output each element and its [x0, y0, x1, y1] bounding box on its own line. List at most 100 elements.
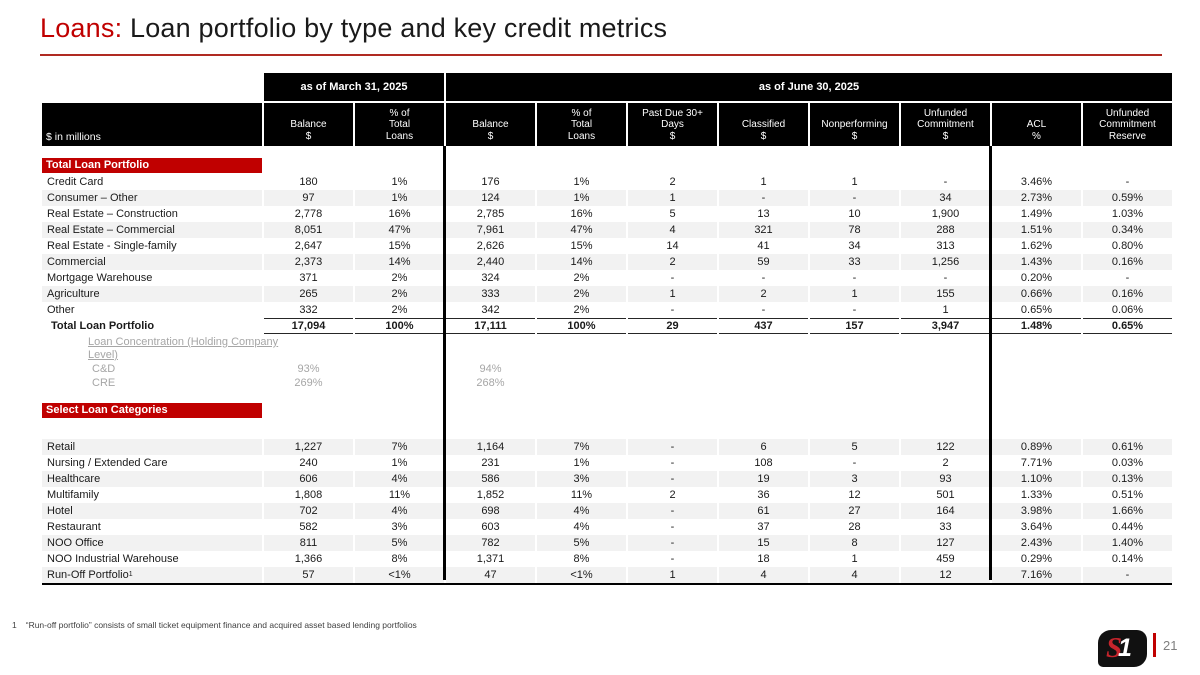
cell	[810, 362, 899, 376]
cell: 8%	[355, 551, 444, 567]
footnote-text: “Run-off portfolio” consists of small ti…	[25, 620, 417, 630]
cell: 2,647	[264, 238, 353, 254]
cell	[628, 376, 717, 390]
table-row: Restaurant 582 3% 603 4% -37 28 33 3.64% 0.44%	[42, 519, 1172, 535]
cell: 269%	[264, 376, 353, 390]
table-row: Agriculture 265 2% 333 2% 1 2 1 155 0.66% 0.16%	[42, 286, 1172, 302]
column-header-row: $ in millions Balance $ % of Total Loans…	[42, 103, 1172, 146]
cell: 47%	[537, 222, 626, 238]
cell: 1,852	[446, 487, 535, 503]
row-label: Commercial	[42, 254, 262, 270]
company-logo-icon: S 1	[1098, 630, 1147, 667]
cell: 108	[719, 455, 808, 471]
cell: 1%	[537, 190, 626, 206]
cell: -	[901, 174, 990, 190]
cell: 1	[628, 190, 717, 206]
cell: 3	[810, 471, 899, 487]
cell: 124	[446, 190, 535, 206]
cell: 2%	[537, 270, 626, 286]
column-header-past-due: Past Due 30+ Days $	[628, 103, 717, 146]
cell: 3,947	[901, 318, 990, 334]
cell: -	[628, 270, 717, 286]
cell: 1,366	[264, 551, 353, 567]
row-label: CRE	[42, 376, 262, 390]
cell: 288	[901, 222, 990, 238]
cell: 3.98%	[992, 503, 1081, 519]
cell: 17,094	[264, 318, 353, 334]
cell: 342	[446, 302, 535, 318]
cell: 0.59%	[1083, 190, 1172, 206]
cell: 16%	[537, 206, 626, 222]
cell: 6	[719, 439, 808, 455]
cell: -	[628, 439, 717, 455]
row-label: Retail	[42, 439, 262, 455]
cell: 5%	[537, 535, 626, 551]
row-label: C&D	[42, 362, 262, 376]
cell: 459	[901, 551, 990, 567]
cell: 0.80%	[1083, 238, 1172, 254]
cell: 0.29%	[992, 551, 1081, 567]
cell: 34	[810, 238, 899, 254]
cell	[628, 362, 717, 376]
cell: 606	[264, 471, 353, 487]
cell: 155	[901, 286, 990, 302]
cell	[810, 376, 899, 390]
cell: 12	[901, 567, 990, 583]
cell: -	[719, 270, 808, 286]
footnote-marker: 1	[12, 620, 17, 630]
cell: -	[628, 535, 717, 551]
cell: 15%	[355, 238, 444, 254]
cell: 93%	[264, 362, 353, 376]
column-header-pct-june: % of Total Loans	[537, 103, 626, 146]
cell: 2	[719, 286, 808, 302]
page-title-rest: Loan portfolio by type and key credit me…	[122, 13, 668, 43]
row-label: Real Estate - Single-family	[42, 238, 262, 254]
cell: 17,111	[446, 318, 535, 334]
cell: 1	[628, 286, 717, 302]
cell: 698	[446, 503, 535, 519]
cell: 41	[719, 238, 808, 254]
table-row: Retail 1,227 7% 1,164 7% -6 5 122 0.89% 0.61%	[42, 439, 1172, 455]
cell: 1%	[537, 455, 626, 471]
cell: 0.44%	[1083, 519, 1172, 535]
cell: 1.10%	[992, 471, 1081, 487]
cell: 1%	[355, 174, 444, 190]
cell: 1.66%	[1083, 503, 1172, 519]
cell: -	[719, 302, 808, 318]
table-row: NOO Office 811 5% 782 5% -15 8 127 2.43% 1.40%	[42, 535, 1172, 551]
cell: 15	[719, 535, 808, 551]
cell: -	[810, 270, 899, 286]
cell: 57	[264, 567, 353, 583]
table-bottom-border	[42, 583, 1172, 585]
cell: 811	[264, 535, 353, 551]
cell: 3.64%	[992, 519, 1081, 535]
cell	[1083, 376, 1172, 390]
cell: 2	[628, 487, 717, 503]
column-header-unfunded-reserve: Unfunded Commitment Reserve	[1083, 103, 1172, 146]
footnote: 1 “Run-off portfolio” consists of small t…	[12, 620, 417, 630]
cell: 14	[628, 238, 717, 254]
row-label: Mortgage Warehouse	[42, 270, 262, 286]
cell	[355, 376, 444, 390]
cell: 1%	[355, 455, 444, 471]
cell: 702	[264, 503, 353, 519]
cell: 1	[810, 286, 899, 302]
cell: 37	[719, 519, 808, 535]
table-row: Nursing / Extended Care 240 1% 231 1% -108-2 7…	[42, 455, 1172, 471]
cell: 59	[719, 254, 808, 270]
cell: 501	[901, 487, 990, 503]
cell: 437	[719, 318, 808, 334]
cell	[355, 362, 444, 376]
cell: 78	[810, 222, 899, 238]
cell: 1	[901, 302, 990, 318]
cell: 100%	[537, 318, 626, 334]
cell: 47%	[355, 222, 444, 238]
cell: 3%	[537, 471, 626, 487]
row-label: Real Estate – Commercial	[42, 222, 262, 238]
cell: 1,227	[264, 439, 353, 455]
table-row: Credit Card 180 1% 176 1% 2 1 1-3.46% -	[42, 174, 1172, 190]
page-number-divider	[1153, 633, 1156, 657]
table-row: Hotel 702 4% 698 4% -61 27 164 3.98% 1.66%	[42, 503, 1172, 519]
cell: 0.14%	[1083, 551, 1172, 567]
cell: 265	[264, 286, 353, 302]
